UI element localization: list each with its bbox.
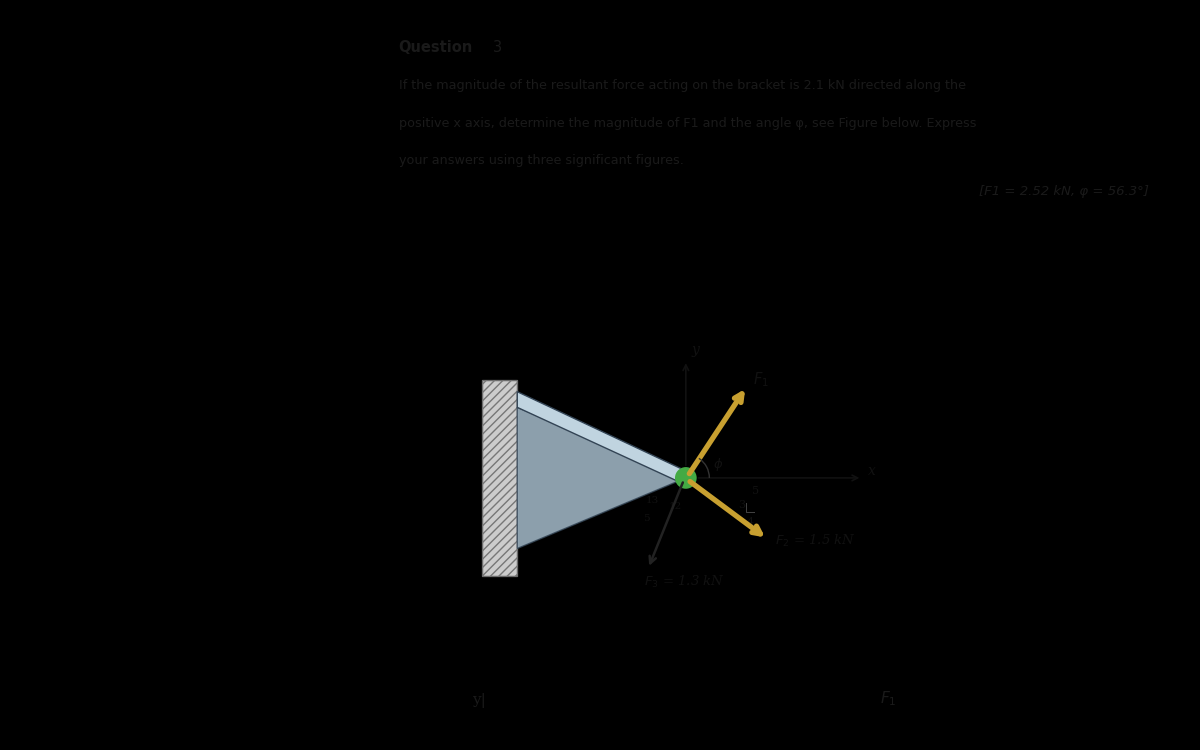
Text: positive x axis, determine the magnitude of F1 and the angle φ, see Figure below: positive x axis, determine the magnitude… (398, 117, 976, 130)
Text: 3: 3 (738, 500, 745, 510)
Text: $F_3$ = 1.3 kN: $F_3$ = 1.3 kN (644, 574, 725, 590)
Text: 5: 5 (752, 486, 760, 496)
Text: x: x (868, 464, 876, 478)
Circle shape (676, 468, 696, 488)
Text: $F_1$: $F_1$ (880, 690, 896, 708)
Polygon shape (517, 407, 686, 548)
Text: $F_2$ = 1.5 kN: $F_2$ = 1.5 kN (775, 533, 856, 549)
Text: your answers using three significant figures.: your answers using three significant fig… (398, 154, 684, 167)
Text: $\phi$: $\phi$ (713, 456, 724, 473)
Text: 5: 5 (643, 514, 649, 523)
Text: y|: y| (472, 693, 486, 708)
Text: 4: 4 (748, 518, 755, 527)
Text: [F1 = 2.52 kN, φ = 56.3°]: [F1 = 2.52 kN, φ = 56.3°] (979, 185, 1150, 199)
Polygon shape (517, 392, 686, 485)
Text: 13: 13 (646, 496, 659, 505)
Text: If the magnitude of the resultant force acting on the bracket is 2.1 kN directed: If the magnitude of the resultant force … (398, 80, 966, 92)
Text: $F_1$: $F_1$ (752, 370, 768, 389)
Polygon shape (482, 380, 517, 576)
Text: 3: 3 (492, 40, 502, 55)
Text: y: y (691, 344, 700, 358)
Text: Question: Question (398, 40, 473, 55)
Text: 12: 12 (668, 503, 683, 512)
